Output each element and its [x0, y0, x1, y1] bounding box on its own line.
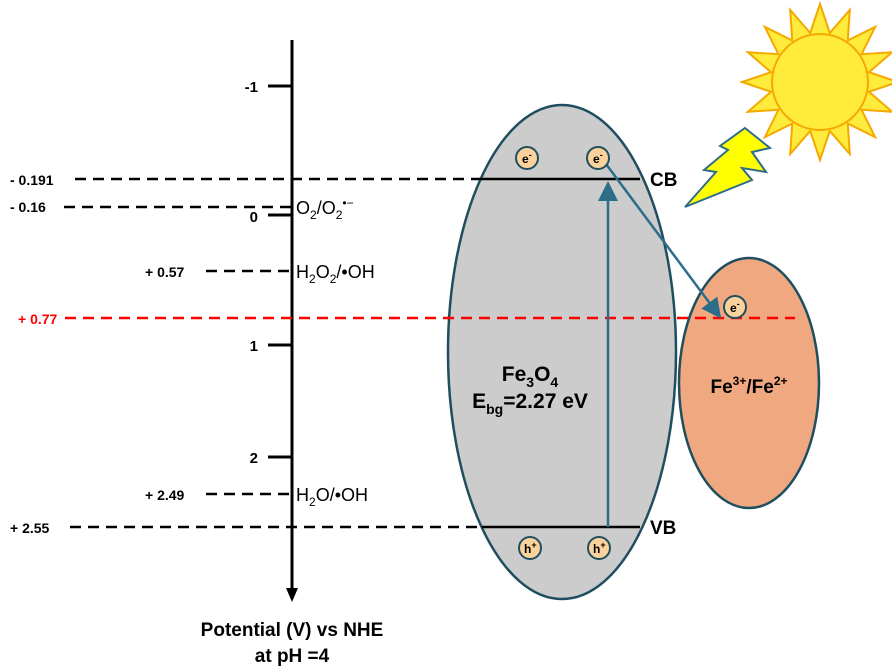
axis-tick-label: 1 — [250, 338, 258, 355]
axis-tick-label: -1 — [245, 79, 258, 96]
bandgap-label: Ebg=2.27 eV — [472, 390, 588, 417]
svg-text:e-: e- — [522, 150, 532, 166]
svg-text:e-: e- — [730, 299, 740, 315]
axis-title-line1: Potential (V) vs NHE — [201, 620, 384, 641]
fe-redox-particle — [677, 256, 821, 510]
svg-text:h+: h+ — [593, 540, 606, 556]
level-h2o2-value: + 0.57 — [145, 264, 185, 280]
electron-transfer-arrow — [604, 163, 722, 319]
fe3o4-label: Fe3O4 — [502, 363, 559, 390]
vb-label: VB — [650, 518, 676, 539]
h2o-couple-label: H2O/•OH — [296, 485, 368, 509]
fe3o4-particle — [446, 103, 678, 601]
axis-tick-label: 0 — [250, 209, 258, 226]
sun-icon — [738, 0, 892, 164]
cb-label: CB — [650, 170, 677, 191]
potential-levels — [64, 177, 795, 529]
axis-title-line2: at pH =4 — [255, 646, 330, 667]
lightning-bolt-icon — [684, 126, 773, 208]
svg-text:h+: h+ — [524, 540, 537, 556]
electron-transferred: e- — [723, 295, 747, 319]
potential-axis: -1 0 1 2 Potential (V) vs NHE at pH =4 — [201, 40, 384, 667]
fe-redox-label: Fe3+/Fe2+ — [710, 374, 787, 398]
electron-2: e- — [586, 146, 610, 170]
level-fe-value: + 0.77 — [18, 311, 58, 327]
h2o2-couple-label: H2O2/•OH — [296, 262, 375, 286]
axis-tick-label: 2 — [250, 450, 258, 467]
level-o2-value: - 0.16 — [10, 199, 46, 215]
o2-couple-label: O2/O2•− — [296, 196, 354, 222]
level-h2o-value: + 2.49 — [145, 487, 185, 503]
level-cb-value: - 0.191 — [10, 172, 54, 188]
electron-1: e- — [515, 146, 539, 170]
level-vb-value: + 2.55 — [10, 520, 50, 536]
hole-1: h+ — [518, 536, 542, 560]
hole-2: h+ — [587, 536, 611, 560]
svg-text:e-: e- — [593, 150, 603, 166]
